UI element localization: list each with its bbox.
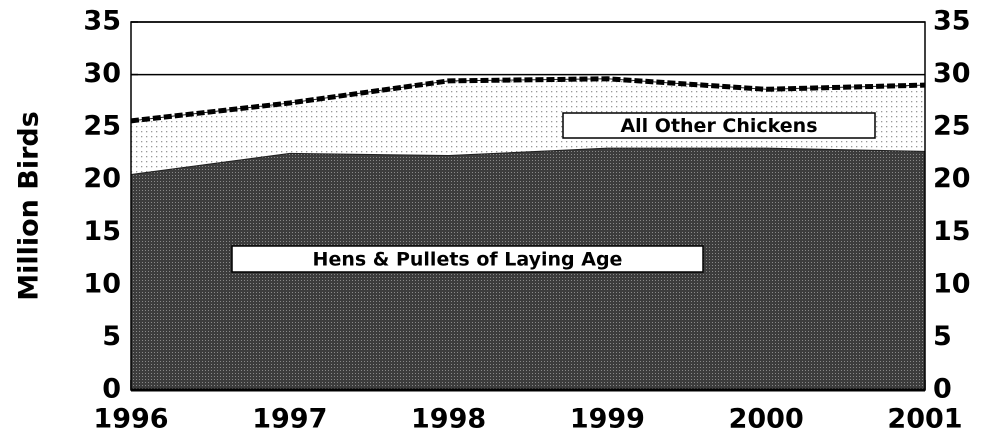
x-tick-label: 1997 xyxy=(252,404,327,434)
y-tick-label: 20 xyxy=(83,163,121,194)
y-tick-label-right: 20 xyxy=(933,163,971,194)
y-tick-label: 10 xyxy=(83,268,121,299)
x-tick-label: 1999 xyxy=(570,404,645,434)
y-tick-label-right: 5 xyxy=(933,321,952,352)
y-tick-label-right: 25 xyxy=(933,111,971,142)
y-tick-label-right: 15 xyxy=(933,216,971,247)
y-axis-label: Million Birds xyxy=(14,111,45,301)
y-tick-label-right: 0 xyxy=(933,374,952,405)
total-edge xyxy=(130,76,926,124)
series-label: All Other Chickens xyxy=(620,115,817,137)
y-tick-label: 5 xyxy=(102,321,121,352)
x-tick-label: 1998 xyxy=(411,404,486,434)
label-box xyxy=(562,112,876,139)
series-label: Hens & Pullets of Laying Age xyxy=(313,249,623,271)
y-tick-label: 0 xyxy=(102,374,121,405)
y-tick-label: 35 xyxy=(83,6,121,37)
label-box xyxy=(231,245,704,273)
y-tick-label: 15 xyxy=(83,216,121,247)
y-tick-label-right: 35 xyxy=(933,6,971,37)
x-tick-label: 2001 xyxy=(887,404,962,434)
x-tick-label: 1996 xyxy=(93,404,168,434)
x-tick-label: 2000 xyxy=(729,404,804,434)
y-tick-label: 25 xyxy=(83,111,121,142)
y-tick-label: 30 xyxy=(83,58,121,89)
y-tick-label-right: 30 xyxy=(933,58,971,89)
y-tick-label-right: 10 xyxy=(933,268,971,299)
